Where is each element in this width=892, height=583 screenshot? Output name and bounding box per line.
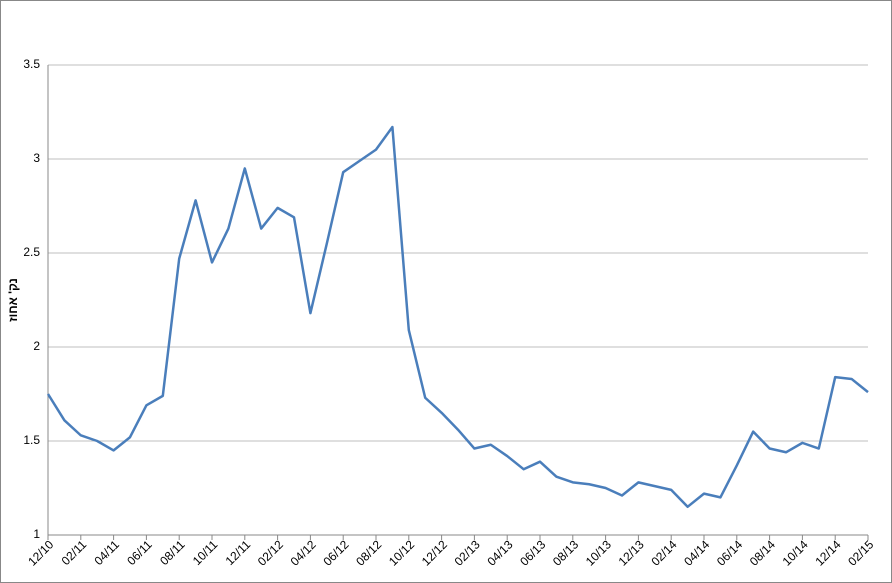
y-tick-label: 3 xyxy=(33,151,40,165)
y-tick-label: 1.5 xyxy=(23,433,40,447)
y-tick-label: 3.5 xyxy=(23,57,40,71)
data-line xyxy=(46,125,869,509)
y-tick-label: 2.5 xyxy=(23,245,40,259)
y-axis-label: נק' אחוז xyxy=(6,278,20,322)
y-tick-label: 2 xyxy=(33,339,40,353)
y-tick-label: 1 xyxy=(33,527,40,541)
